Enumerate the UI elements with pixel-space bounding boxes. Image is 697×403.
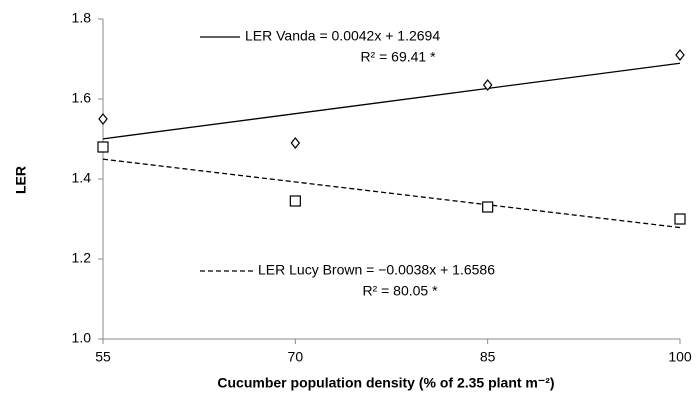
- y-axis-title: LER: [13, 166, 29, 194]
- diamond-marker: [482, 79, 493, 91]
- square-marker: [97, 141, 109, 153]
- x-tick-label: 55: [95, 349, 111, 365]
- y-tick-label: 1.0: [72, 330, 92, 346]
- trend-line: [102, 62, 681, 140]
- diamond-marker: [675, 49, 685, 61]
- square-marker: [289, 195, 301, 207]
- x-axis-title: Cucumber population density (% of 2.35 p…: [217, 375, 554, 391]
- x-tick-label: 85: [480, 349, 496, 365]
- trend-line: [102, 158, 681, 229]
- diamond-marker: [98, 113, 108, 125]
- equation-label: LER Vanda = 0.0042x + 1.2694: [245, 28, 440, 44]
- diamond-marker: [290, 137, 301, 149]
- y-tick-label: 1.6: [72, 90, 92, 106]
- r2-label: R² = 69.41 *: [360, 49, 436, 65]
- x-tick-label: 100: [668, 349, 692, 365]
- equation-label: LER Lucy Brown = −0.0038x + 1.6586: [258, 262, 495, 278]
- x-tick-label: 70: [288, 349, 304, 365]
- square-marker: [482, 201, 494, 213]
- y-tick-label: 1.4: [72, 170, 92, 186]
- y-tick-label: 1.2: [72, 250, 92, 266]
- y-tick-label: 1.8: [72, 10, 92, 26]
- square-marker: [674, 213, 686, 225]
- r2-label: R² = 80.05 *: [362, 283, 438, 299]
